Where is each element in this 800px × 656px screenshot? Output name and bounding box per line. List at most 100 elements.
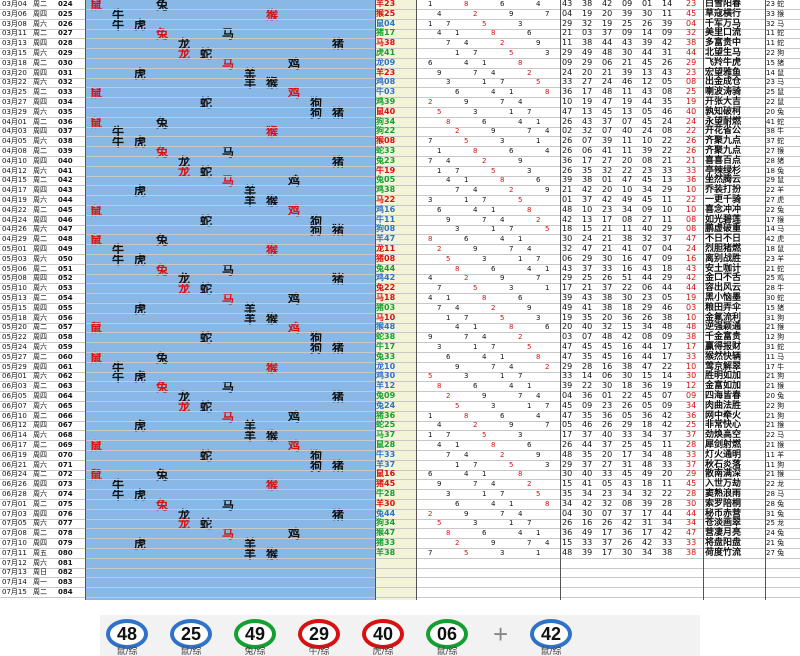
zodiac-glyph: 羊 — [244, 67, 257, 81]
number-cell: 39 — [622, 9, 633, 18]
draw-result: 狗08 — [376, 224, 396, 233]
number-cell: 30 — [622, 371, 633, 380]
number-cell: 39 — [562, 293, 573, 302]
number-cell: 44 — [662, 283, 673, 292]
row-date: 05月10 — [2, 284, 27, 292]
number-cell: 47 — [562, 342, 573, 351]
number-cell: 20 — [662, 469, 673, 478]
row-side-info: 17 牛 — [766, 363, 785, 371]
digit-cell: 6 — [527, 441, 532, 449]
row-side-info: 18 兔 — [766, 167, 785, 175]
number-grid: 21 03 37 09 14 09 32 — [562, 29, 702, 39]
special-number-cell: 16 — [686, 254, 697, 263]
number-cell: 37 — [622, 509, 633, 518]
digit-cell: 5 — [500, 314, 505, 322]
row-side-info: 25 鼠 — [766, 88, 785, 96]
number-grid: 33 14 06 30 15 14 30 — [562, 372, 702, 382]
row-date: 03月11 — [2, 29, 27, 37]
number-cell: 18 — [622, 381, 633, 390]
digit-cell: 2 — [455, 539, 460, 547]
digit-columns: 4 2 9 7 — [420, 333, 560, 343]
digit-cell: 6 — [509, 147, 514, 155]
zodiac-grid: 鼠兔牛猴虎牛兔马龙猪蛇龙马鸡羊虎猴羊鸡鼠狗蛇猪狗鼠兔牛猴虎牛兔马龙猪蛇龙马鸡羊虎… — [86, 0, 376, 600]
number-cell: 07 — [602, 509, 613, 518]
digit-columns: 4 2 9 7 — [420, 304, 560, 314]
special-number-cell: 43 — [686, 264, 697, 273]
number-cell: 26 — [602, 518, 613, 527]
digit-cell: 5 — [437, 519, 442, 527]
number-cell: 26 — [662, 58, 673, 67]
number-grid: 24 20 21 39 13 43 23 — [562, 69, 702, 79]
digit-cell: 9 — [464, 510, 469, 518]
row-draw-number: 038 — [58, 137, 73, 145]
digit-cell: 8 — [428, 235, 433, 243]
digit-columns: 7 5 3 1 — [420, 372, 560, 382]
number-cell: 46 — [582, 420, 593, 429]
row-poem: 苍淡画翠 — [705, 518, 742, 528]
table-row: 05月13 周二 054 — [0, 294, 800, 304]
draw-result: 羊23 — [376, 0, 396, 8]
number-cell: 33 — [602, 264, 613, 273]
digit-cell: 7 — [437, 304, 442, 312]
number-cell: 42 — [602, 195, 613, 204]
table-row: 03月27 周四 034 — [0, 98, 800, 108]
number-grid: 04 30 07 37 17 44 44 — [562, 510, 702, 520]
number-cell: 38 — [602, 293, 613, 302]
digit-cell: 7 — [455, 186, 460, 194]
special-number-cell: 34 — [686, 401, 697, 410]
number-cell: 24 — [582, 234, 593, 243]
number-cell: 36 — [562, 528, 573, 537]
row-side-info: 25 龙 — [766, 519, 785, 527]
digit-columns: 7 5 3 1 — [420, 167, 560, 177]
number-cell: 42 — [662, 528, 673, 537]
row-draw-number: 079 — [58, 539, 73, 547]
zodiac-glyph: 羊 — [244, 302, 257, 316]
row-weekday: 周二 — [33, 588, 47, 596]
digit-cell: 4 — [464, 39, 469, 47]
special-number-cell: 42 — [686, 273, 697, 282]
special-number-cell: 28 — [686, 440, 697, 449]
zodiac-glyph: 兔 — [156, 351, 169, 365]
number-cell: 38 — [582, 0, 593, 8]
digit-cell: 7 — [455, 167, 460, 175]
number-cell: 27 — [602, 460, 613, 469]
row-weekday: 周六 — [33, 167, 47, 175]
table-row: 07月13 周日 082 — [0, 568, 800, 578]
digit-cell: 9 — [437, 69, 442, 77]
number-cell: 38 — [622, 362, 633, 371]
table-row: 03月25 周二 033 — [0, 88, 800, 98]
row-draw-number: 028 — [58, 39, 73, 47]
number-cell: 26 — [602, 420, 613, 429]
table-row: 05月08 周四 052 — [0, 274, 800, 284]
number-cell: 24 — [662, 117, 673, 126]
digit-cell: 4 — [437, 29, 442, 37]
digit-cell: 1 — [509, 500, 514, 508]
row-weekday: 周四 — [33, 216, 47, 224]
row-date: 06月05 — [2, 392, 27, 400]
digit-cell: 2 — [473, 10, 478, 18]
zodiac-glyph: 狗 — [310, 214, 323, 228]
row-side-info: 42 虎 — [766, 235, 785, 243]
digit-cell: 1 — [536, 137, 541, 145]
number-cell: 26 — [642, 19, 653, 28]
digit-cell: 5 — [536, 78, 541, 86]
draw-result: 虎41 — [376, 48, 396, 57]
digit-columns: 7 5 3 1 — [420, 519, 560, 529]
row-draw-number: 041 — [58, 167, 73, 175]
number-cell: 11 — [622, 146, 633, 155]
number-cell: 45 — [582, 342, 593, 351]
number-cell: 05 — [562, 420, 573, 429]
row-poem: 草寇横行 — [705, 9, 742, 19]
number-cell: 04 — [562, 391, 573, 400]
row-date: 05月13 — [2, 294, 27, 302]
number-cell: 45 — [642, 391, 653, 400]
row-side-info: 11 马 — [766, 353, 785, 361]
digit-columns: 4 2 9 7 — [420, 127, 560, 137]
number-cell: 33 — [662, 538, 673, 547]
digit-columns: 4 2 9 7 — [420, 69, 560, 79]
number-cell: 09 — [662, 401, 673, 410]
number-cell: 40 — [582, 469, 593, 478]
row-date: 06月17 — [2, 441, 27, 449]
